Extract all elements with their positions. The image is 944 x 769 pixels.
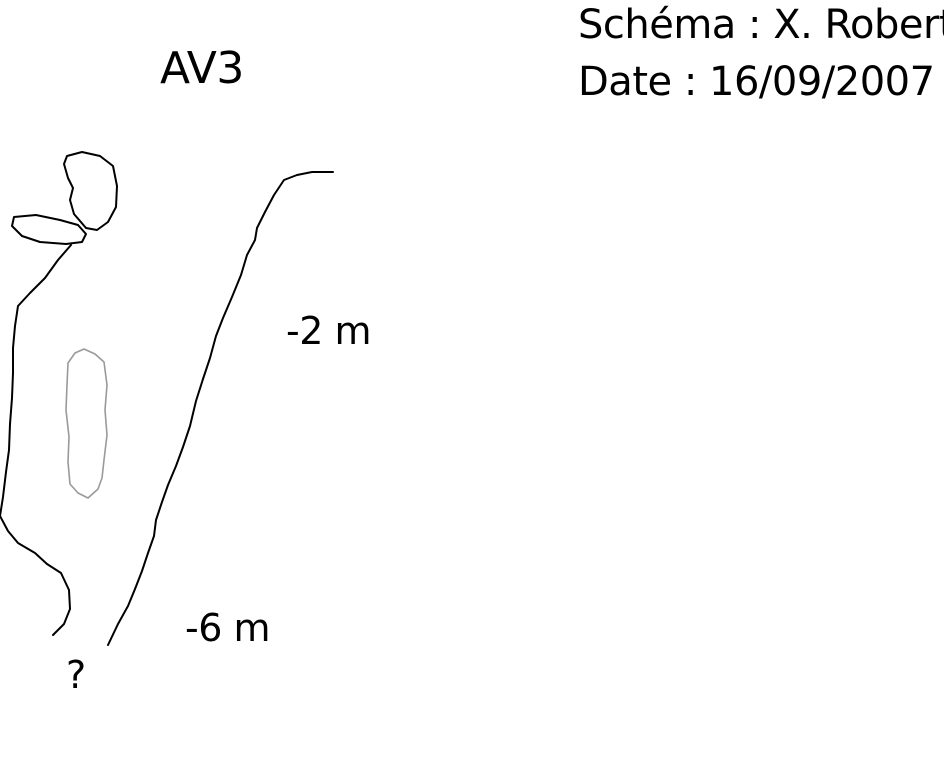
depth-label-6m: -6 m <box>185 606 270 650</box>
unknown-continuation-mark: ? <box>66 653 86 697</box>
survey-date: Date : 16/09/2007 <box>578 59 935 105</box>
central-pillar-outline <box>65 348 108 499</box>
left-wall-line <box>0 244 72 636</box>
lower-rock-outline <box>11 214 87 245</box>
upper-rock-outline <box>63 151 118 231</box>
author-credit: Schéma : X. Robert <box>578 2 944 48</box>
cave-title: AV3 <box>160 43 244 94</box>
right-wall-line <box>107 171 334 646</box>
depth-label-2m: -2 m <box>286 309 371 353</box>
